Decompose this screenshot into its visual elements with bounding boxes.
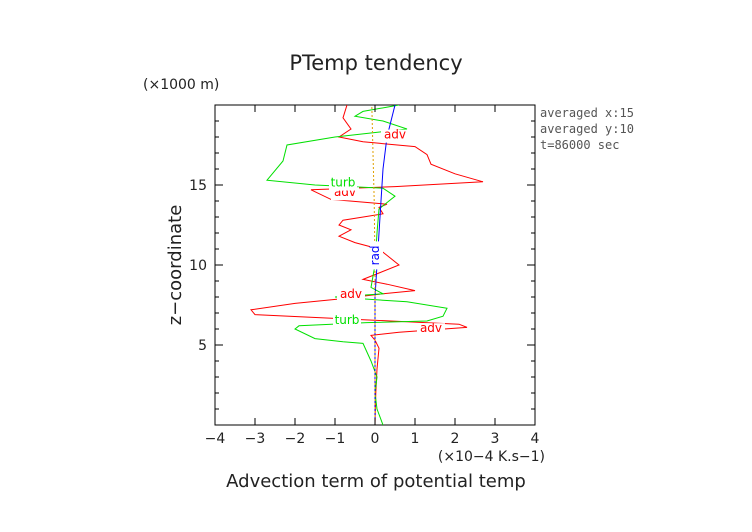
series-label-bg-rad <box>370 241 383 270</box>
series-label-rad: rad <box>368 245 382 265</box>
series-line-adv <box>250 105 484 425</box>
x-tick-label: 2 <box>451 431 460 447</box>
series-label-turb: turb <box>331 176 356 190</box>
series-label-bg-adv <box>381 129 409 143</box>
y-multiplier: (×1000 m) <box>143 77 219 93</box>
y-tick-label: 15 <box>189 178 207 194</box>
x-tick-label: 0 <box>371 431 380 447</box>
series-line-unlabeled <box>371 105 376 425</box>
series-label-turb: turb <box>335 313 360 327</box>
series-label-adv: adv <box>340 287 362 301</box>
series-label-bg-turb <box>333 315 361 329</box>
y-tick-label: 10 <box>189 258 207 274</box>
side-info-y: averaged y:10 <box>540 122 634 136</box>
series-label-adv: adv <box>384 128 406 142</box>
side-info: averaged x:15 averaged y:10 t=86000 sec <box>540 106 634 152</box>
x-multiplier: (×10−4 K.s−1) <box>438 449 545 465</box>
x-tick-label: −1 <box>325 431 346 447</box>
chart-title: PTemp tendency <box>289 51 462 75</box>
y-tick-labels: 5 10 15 <box>189 178 207 354</box>
x-tick-label: 1 <box>411 431 420 447</box>
series-label-adv: adv <box>420 321 442 335</box>
series-label-bg-turb <box>329 177 357 191</box>
x-tick-label: −3 <box>245 431 266 447</box>
x-tick-labels: −4 −3 −2 −1 0 1 2 3 4 <box>205 431 540 447</box>
y-axis-label: z−coordinate <box>165 205 186 326</box>
x-axis-label: Advection term of potential temp <box>226 471 526 492</box>
x-tick-label: 3 <box>491 431 500 447</box>
axis-ticks <box>214 105 536 425</box>
side-info-t: t=86000 sec <box>540 138 619 152</box>
x-tick-label: −2 <box>285 431 306 447</box>
series-label-bg-adv <box>337 288 365 302</box>
x-tick-label: 4 <box>531 431 540 447</box>
series-label-bg-adv <box>417 323 445 337</box>
series-layer <box>250 105 484 425</box>
y-tick-label: 5 <box>198 338 207 354</box>
series-line-turb <box>266 105 448 425</box>
x-tick-label: −4 <box>205 431 226 447</box>
side-info-x: averaged x:15 <box>540 106 634 120</box>
